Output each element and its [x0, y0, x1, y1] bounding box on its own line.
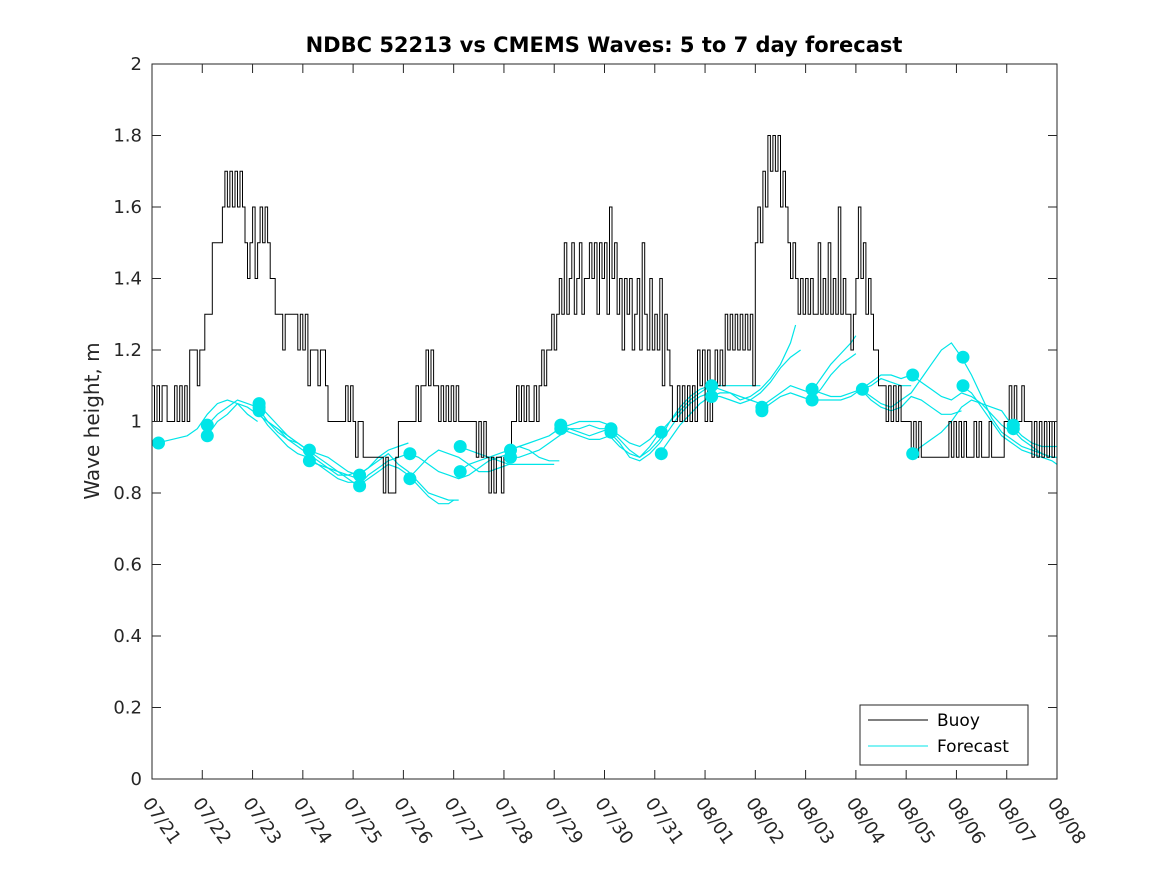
y-tick-label: 0: [131, 769, 142, 790]
y-tick-label: 0.4: [113, 626, 142, 647]
forecast-marker: [453, 440, 467, 453]
legend-label-forecast: Forecast: [937, 737, 1009, 757]
y-tick-label: 1.4: [113, 269, 142, 290]
legend-label-buoy: Buoy: [937, 711, 980, 731]
forecast-marker: [353, 479, 367, 493]
y-axis: 0 0.2 0.4 0.6 0.8 1 1.2 1.4 1.6 1.8 2: [113, 54, 1057, 790]
forecast-line: [156, 399, 258, 444]
legend-box: [859, 704, 1029, 766]
forecast-marker: [906, 368, 920, 382]
forecast-line: [509, 424, 610, 458]
buoy-series: [152, 135, 1057, 494]
forecast-line: [407, 449, 510, 480]
chart-title: NDBC 52213 vs CMEMS Waves: 5 to 7 day fo…: [306, 33, 903, 57]
forecast-line: [609, 385, 711, 459]
forecast-marker: [353, 468, 367, 482]
y-tick-label: 1: [131, 412, 142, 433]
forecast-line: [609, 392, 711, 462]
forecast-marker: [453, 465, 467, 479]
forecast-marker: [302, 443, 316, 457]
forecast-marker: [956, 379, 970, 393]
forecast-line: [408, 453, 510, 480]
forecast-line: [961, 385, 1057, 465]
legend: Buoy Forecast: [859, 704, 1029, 766]
y-axis-label: Wave height, m: [80, 342, 104, 499]
forecast-marker: [705, 379, 719, 393]
forecast-marker: [805, 393, 819, 407]
y-tick-label: 0.6: [113, 555, 142, 576]
buoy-line: [152, 135, 1057, 494]
forecast-line: [458, 456, 555, 473]
y-tick-label: 2: [131, 54, 142, 75]
forecast-marker: [252, 404, 266, 418]
forecast-line: [910, 399, 1013, 455]
y-tick-label: 0.8: [113, 483, 142, 504]
forecast-marker: [403, 447, 417, 461]
forecast-marker: [554, 422, 568, 436]
forecast-line: [860, 342, 962, 408]
forecast-line: [910, 374, 1013, 426]
forecast-line: [710, 349, 801, 405]
forecast-marker: [302, 454, 316, 468]
forecast-marker: [956, 350, 970, 364]
forecast-line: [709, 324, 797, 401]
forecast-line: [860, 388, 962, 415]
forecast-marker: [152, 436, 165, 450]
forecast-line: [357, 452, 459, 501]
forecast-marker: [755, 404, 769, 418]
y-tick-label: 1.2: [113, 340, 142, 361]
forecast-marker: [200, 429, 214, 443]
y-tick-label: 1.8: [113, 126, 142, 147]
forecast-marker: [805, 382, 819, 396]
y-tick-label: 1.6: [113, 197, 142, 218]
forecast-markers: [152, 350, 1020, 493]
forecast-marker: [403, 472, 417, 486]
forecast-marker: [654, 425, 668, 439]
forecast-marker: [705, 390, 719, 403]
forecast-marker: [906, 447, 920, 461]
forecast-marker: [200, 418, 214, 432]
forecast-marker: [855, 382, 869, 396]
y-tick-label: 0.2: [113, 698, 142, 719]
forecast-marker: [1006, 422, 1020, 436]
forecast-marker: [604, 425, 618, 439]
forecast-marker: [654, 447, 668, 461]
forecast-marker: [504, 450, 517, 464]
